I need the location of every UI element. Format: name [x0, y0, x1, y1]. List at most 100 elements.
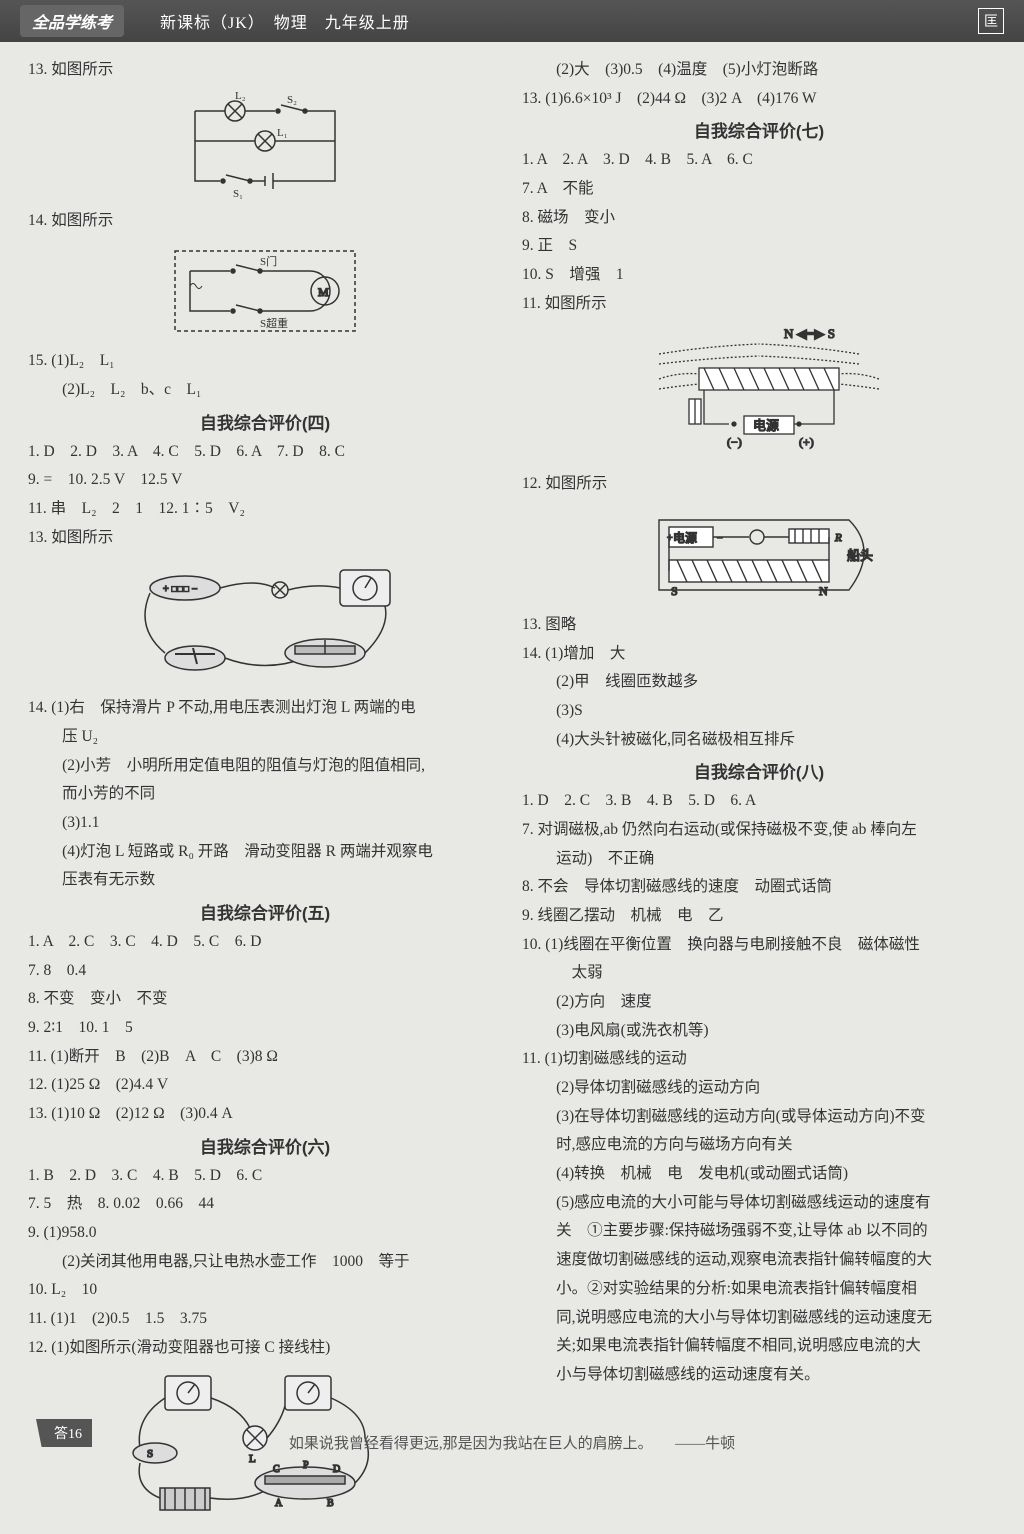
section-title-7: 自我综合评价(七) [522, 117, 996, 142]
section-title-4: 自我综合评价(四) [28, 409, 502, 434]
text-line: 11. 如图所示 [522, 290, 996, 319]
svg-text:S超重: S超重 [260, 316, 288, 330]
text-line: (2)大 (3)0.5 (4)温度 (5)小灯泡断路 [522, 56, 996, 85]
svg-text:+: + [667, 533, 673, 544]
text-line: 同,说明感应电流的大小与导体切割磁感线的运动速度无 [522, 1304, 996, 1333]
text-line: 压 U₂ [28, 723, 502, 752]
text-line: 12. (1)25 Ω (2)4.4 V [28, 1071, 502, 1100]
svg-text:S₁: S₁ [233, 188, 243, 200]
svg-text:A: A [275, 1498, 283, 1509]
text-line: 9. = 10. 2.5 V 12.5 V [28, 466, 502, 495]
text-line: 1. A 2. C 3. C 4. D 5. C 6. D [28, 928, 502, 957]
svg-text:(−): (−) [727, 435, 742, 449]
header-logo: 全品学练考 [20, 5, 140, 37]
svg-text:M: M [318, 285, 329, 299]
text-line: (2)导体切割磁感线的运动方向 [522, 1074, 996, 1103]
svg-text:B: B [327, 1498, 334, 1509]
text-line: 8. 不变 变小 不变 [28, 985, 502, 1014]
svg-text:(+): (+) [799, 435, 814, 449]
text-line: (3)1.1 [28, 809, 502, 838]
svg-text:船头: 船头 [847, 548, 873, 563]
svg-text:S: S [671, 584, 678, 598]
svg-text:L₂: L₂ [235, 91, 246, 102]
text-line: 10. (1)线圈在平衡位置 换向器与电刷接触不良 磁体磁性 [522, 931, 996, 960]
text-line: 9. (1)958.0 [28, 1219, 502, 1248]
text-line: 1. A 2. A 3. D 4. B 5. A 6. C [522, 146, 996, 175]
text-line: 11. (1)1 (2)0.5 1.5 3.75 [28, 1305, 502, 1334]
text-line: 13. (1)6.6×10³ J (2)44 Ω (3)2 A (4)176 W [522, 85, 996, 114]
text-line: (4)灯泡 L 短路或 R₀ 开路 滑动变阻器 R 两端并观察电 [28, 838, 502, 867]
text-line: 1. B 2. D 3. C 4. B 5. D 6. C [28, 1162, 502, 1191]
text-line: (3)S [522, 697, 996, 726]
section-title-5: 自我综合评价(五) [28, 899, 502, 924]
text-line: 小。②对实验结果的分析:如果电流表指针偏转幅度相 [522, 1275, 996, 1304]
text-line: 压表有无示数 [28, 866, 502, 895]
text-line: 而小芳的不同 [28, 780, 502, 809]
text-line: 12. (1)如图所示(滑动变阻器也可接 C 接线柱) [28, 1334, 502, 1363]
text-line: 时,感应电流的方向与磁场方向有关 [522, 1131, 996, 1160]
text-line: 8. 磁场 变小 [522, 204, 996, 233]
circuit-diagram-13: L₂ S₂ L₁ S₁ [28, 91, 502, 201]
svg-text:N ◀━▶ S: N ◀━▶ S [784, 326, 835, 341]
text-line: (2)甲 线圈匝数越多 [522, 668, 996, 697]
text-line: 7. 5 热 8. 0.02 0.66 44 [28, 1190, 502, 1219]
text-line: 9. 2∶1 10. 1 5 [28, 1014, 502, 1043]
text-line: 14. (1)右 保持滑片 P 不动,用电压表测出灯泡 L 两端的电 [28, 694, 502, 723]
svg-text:−: − [717, 533, 723, 544]
svg-text:电源: 电源 [673, 531, 697, 545]
text-line: (2)方向 速度 [522, 988, 996, 1017]
svg-text:R: R [834, 532, 842, 544]
header-info: 新课标（JK） 物理 九年级上册 [160, 9, 410, 33]
text-line: 13. 如图所示 [28, 524, 502, 553]
text-line: 太弱 [522, 959, 996, 988]
page-footer: 答16 如果说我曾经看得更远,那是因为我站在巨人的肩膀上。 ——牛顿 [0, 1421, 1024, 1471]
text-line: 速度做切割磁感线的运动,观察电流表指针偏转幅度的大 [522, 1246, 996, 1275]
logo-text: 全品学练考 [20, 5, 124, 37]
svg-text:L₁: L₁ [277, 127, 288, 139]
text-line: 10. S 增强 1 [522, 261, 996, 290]
page-content: 13. 如图所示 L₂ S₂ L₁ S₁ 14. 如图所示 [0, 42, 1024, 1534]
text-line: (2)L₂ L₂ b、c L₁ [28, 376, 502, 405]
text-line: 13. 图略 [522, 611, 996, 640]
text-line: 小与导体切割磁感线的运动速度有关。 [522, 1361, 996, 1390]
text-line: 10. L₂ 10 [28, 1276, 502, 1305]
text-line: (3)在导体切割磁感线的运动方向(或导体运动方向)不变 [522, 1103, 996, 1132]
circuit-sketch-13: + ■■■ − [28, 558, 502, 688]
text-line: 关;如果电流表指针偏转幅度不相同,说明感应电流的大 [522, 1332, 996, 1361]
text-line: 11. (1)断开 B (2)B A C (3)8 Ω [28, 1043, 502, 1072]
svg-text:S₂: S₂ [287, 94, 297, 106]
text-line: 7. 8 0.4 [28, 957, 502, 986]
circuit-diagram-14: M S门 S超重 [28, 241, 502, 341]
right-column: (2)大 (3)0.5 (4)温度 (5)小灯泡断路 13. (1)6.6×10… [522, 56, 996, 1524]
text-line: (4)转换 机械 电 发电机(或动圈式话筒) [522, 1160, 996, 1189]
text-line: (2)小芳 小明所用定值电阻的阻值与灯泡的阻值相同, [28, 752, 502, 781]
text-line: 9. 线圈乙摆动 机械 电 乙 [522, 902, 996, 931]
page-header: 全品学练考 新课标（JK） 物理 九年级上册 匡 [0, 0, 1024, 42]
svg-text:电源: 电源 [753, 418, 779, 433]
text-line: 12. 如图所示 [522, 470, 996, 499]
electromagnet-diagram: N ◀━▶ S 电源 (−) (+) [522, 324, 996, 464]
text-line: (2)关闭其他用电器,只让电热水壶工作 1000 等于 [28, 1248, 502, 1277]
header-badge-icon: 匡 [978, 8, 1004, 34]
svg-text:+ ■■■ −: + ■■■ − [163, 584, 198, 595]
text-line: 13. (1)10 Ω (2)12 Ω (3)0.4 A [28, 1100, 502, 1129]
text-line: 8. 不会 导体切割磁感线的速度 动圈式话筒 [522, 873, 996, 902]
text-line: 1. D 2. D 3. A 4. C 5. D 6. A 7. D 8. C [28, 438, 502, 467]
text-line: 9. 正 S [522, 232, 996, 261]
text-line: 14. (1)增加 大 [522, 640, 996, 669]
footer-quote: 如果说我曾经看得更远,那是因为我站在巨人的肩膀上。 ——牛顿 [0, 1432, 1024, 1453]
text-line: 7. A 不能 [522, 175, 996, 204]
section-title-6: 自我综合评价(六) [28, 1133, 502, 1158]
text-line: 13. 如图所示 [28, 56, 502, 85]
boat-electromagnet-diagram: 电源 + − R 船头 S N [522, 505, 996, 605]
text-line: (5)感应电流的大小可能与导体切割磁感线运动的速度有 [522, 1189, 996, 1218]
text-line: (4)大头针被磁化,同名磁极相互排斥 [522, 726, 996, 755]
text-line: 15. (1)L₂ L₁ [28, 347, 502, 376]
text-line: 关 ①主要步骤:保持磁场强弱不变,让导体 ab 以不同的 [522, 1217, 996, 1246]
text-line: 11. (1)切割磁感线的运动 [522, 1045, 996, 1074]
svg-text:N: N [819, 584, 828, 598]
text-line: 14. 如图所示 [28, 207, 502, 236]
text-line: 11. 串 L₂ 2 1 12. 1∶5 V₂ [28, 495, 502, 524]
left-column: 13. 如图所示 L₂ S₂ L₁ S₁ 14. 如图所示 [28, 56, 502, 1524]
text-line: (3)电风扇(或洗衣机等) [522, 1017, 996, 1046]
